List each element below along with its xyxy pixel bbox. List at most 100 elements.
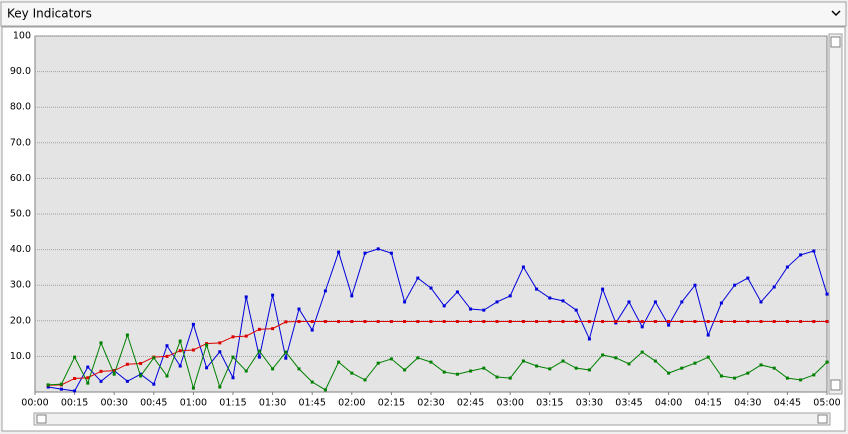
data-point bbox=[627, 320, 631, 324]
data-point bbox=[482, 308, 486, 312]
data-point bbox=[139, 374, 143, 378]
data-point bbox=[403, 368, 407, 372]
data-point bbox=[455, 290, 459, 294]
data-point bbox=[46, 383, 50, 387]
horizontal-scrollbar[interactable] bbox=[33, 412, 831, 426]
x-tick-label: 02:45 bbox=[457, 398, 484, 409]
data-point bbox=[482, 366, 486, 370]
data-point bbox=[799, 320, 803, 324]
y-tick-label: 90.0 bbox=[10, 66, 31, 77]
data-point bbox=[785, 265, 789, 269]
data-point bbox=[350, 320, 354, 324]
series-line bbox=[48, 321, 827, 386]
data-point bbox=[376, 361, 380, 365]
y-tick-label: 30.0 bbox=[10, 280, 31, 291]
data-point bbox=[693, 283, 697, 287]
scroll-thumb-right[interactable] bbox=[817, 414, 828, 424]
data-point bbox=[165, 374, 169, 378]
x-tick-label: 03:15 bbox=[536, 398, 563, 409]
data-point bbox=[535, 320, 539, 324]
data-point bbox=[640, 350, 644, 354]
data-point bbox=[297, 367, 301, 371]
data-point bbox=[482, 320, 486, 324]
data-point bbox=[310, 380, 314, 384]
data-point bbox=[271, 367, 275, 371]
data-point bbox=[416, 276, 420, 280]
data-point bbox=[191, 322, 195, 326]
data-point bbox=[812, 320, 816, 324]
data-point bbox=[429, 320, 433, 324]
data-point bbox=[706, 355, 710, 359]
scroll-thumb-top[interactable] bbox=[830, 36, 841, 48]
data-point bbox=[86, 381, 90, 385]
data-point bbox=[350, 294, 354, 298]
x-tick-label: 01:00 bbox=[180, 398, 207, 409]
y-tick-label: 80.0 bbox=[10, 102, 31, 113]
data-point bbox=[86, 376, 90, 380]
dropdown-arrow[interactable] bbox=[831, 10, 841, 17]
data-point bbox=[772, 320, 776, 324]
data-point bbox=[759, 320, 763, 324]
data-point bbox=[733, 320, 737, 324]
data-point bbox=[284, 320, 288, 324]
header-title: Key Indicators bbox=[7, 7, 92, 21]
data-point bbox=[165, 344, 169, 348]
data-point bbox=[825, 320, 829, 324]
scroll-thumb-bottom[interactable] bbox=[830, 379, 841, 391]
data-point bbox=[653, 359, 657, 363]
data-point bbox=[587, 368, 591, 372]
data-point bbox=[785, 320, 789, 324]
x-tick-label: 01:45 bbox=[299, 398, 326, 409]
data-point bbox=[403, 300, 407, 304]
data-point bbox=[825, 360, 829, 364]
data-point bbox=[323, 388, 327, 392]
data-point bbox=[165, 354, 169, 358]
data-point bbox=[614, 356, 618, 360]
data-point bbox=[99, 379, 103, 383]
x-tick-label: 01:30 bbox=[259, 398, 286, 409]
data-point bbox=[218, 350, 222, 354]
y-tick-label: 60.0 bbox=[10, 173, 31, 184]
x-tick-label: 01:15 bbox=[219, 398, 246, 409]
data-point bbox=[112, 369, 116, 373]
data-point bbox=[178, 339, 182, 343]
data-point bbox=[191, 386, 195, 390]
x-tick-label: 04:45 bbox=[774, 398, 801, 409]
data-point bbox=[587, 320, 591, 324]
data-point bbox=[403, 320, 407, 324]
data-point bbox=[614, 320, 618, 324]
x-tick-label: 03:45 bbox=[615, 398, 642, 409]
data-point bbox=[257, 355, 261, 359]
vertical-scrollbar[interactable] bbox=[828, 33, 843, 395]
data-point bbox=[812, 249, 816, 253]
x-tick-label: 03:00 bbox=[497, 398, 524, 409]
data-point bbox=[587, 337, 591, 341]
data-point bbox=[733, 283, 737, 287]
data-point bbox=[244, 369, 248, 373]
x-tick-label: 04:30 bbox=[734, 398, 761, 409]
header-bar[interactable] bbox=[0, 1, 847, 27]
data-point bbox=[205, 366, 209, 370]
data-point bbox=[772, 366, 776, 370]
data-point bbox=[350, 371, 354, 375]
data-point bbox=[205, 343, 209, 347]
data-point bbox=[323, 289, 327, 293]
data-point bbox=[218, 385, 222, 389]
data-point bbox=[574, 320, 578, 324]
data-point bbox=[152, 382, 156, 386]
data-point bbox=[535, 364, 539, 368]
data-point bbox=[535, 287, 539, 291]
data-point bbox=[284, 356, 288, 360]
data-point bbox=[429, 286, 433, 290]
data-point bbox=[389, 320, 393, 324]
data-point bbox=[693, 320, 697, 324]
data-point bbox=[271, 327, 275, 331]
data-point bbox=[469, 307, 473, 311]
scroll-thumb-left[interactable] bbox=[36, 414, 47, 424]
data-point bbox=[442, 320, 446, 324]
data-point bbox=[719, 374, 723, 378]
data-point bbox=[601, 353, 605, 357]
data-point bbox=[667, 323, 671, 327]
data-point bbox=[284, 350, 288, 354]
